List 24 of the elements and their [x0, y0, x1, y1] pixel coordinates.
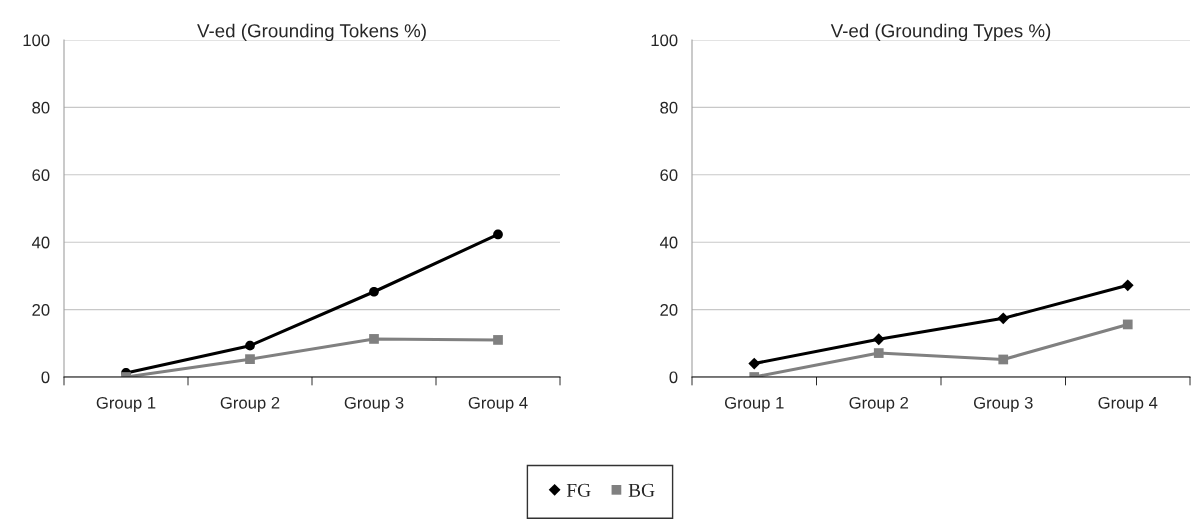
chart-title: V-ed (Grounding Types %)	[830, 23, 1051, 42]
y-tick-label: 0	[41, 371, 50, 384]
y-tick-label: 40	[31, 236, 50, 249]
y-tick-label: 80	[32, 101, 50, 114]
x-tick-label: Group 4	[468, 396, 528, 412]
y-tick-label: 100	[23, 34, 50, 47]
y-tick-label: 20	[32, 304, 50, 316]
y-tick-label: 20	[660, 304, 678, 316]
x-tick-label: Group 1	[724, 396, 784, 412]
x-tick-label: Group 3	[973, 396, 1033, 412]
x-tick-label: Group 4	[1098, 396, 1158, 412]
y-tick-label: 40	[659, 236, 678, 249]
y-tick-label: 100	[651, 34, 678, 47]
x-tick-label: Group 3	[344, 396, 404, 412]
y-tick-label: 0	[669, 371, 678, 384]
x-tick-label: Group 2	[849, 396, 909, 412]
legend-label: FG	[566, 483, 591, 497]
y-tick-label: 60	[32, 169, 50, 181]
y-tick-label: 80	[660, 101, 678, 114]
x-tick-label: Group 2	[220, 396, 280, 412]
y-tick-label: 60	[660, 169, 678, 181]
legend-label: BG	[628, 483, 655, 497]
x-tick-label: Group 1	[96, 396, 156, 412]
chart-title: V-ed (Grounding Tokens %)	[197, 23, 426, 42]
